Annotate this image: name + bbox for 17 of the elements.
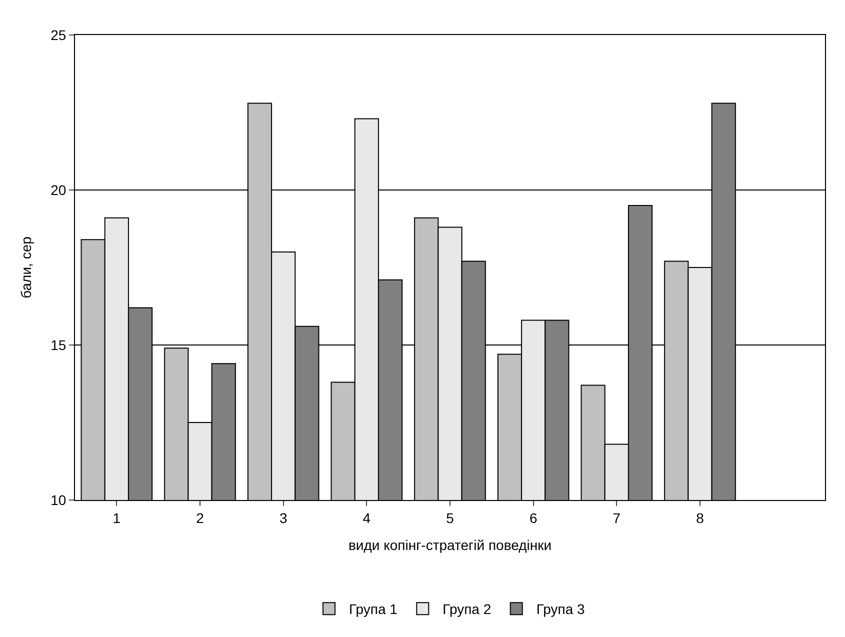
legend-label: Група 2 — [442, 601, 492, 618]
y-tick-label: 10 — [50, 492, 66, 508]
x-tick-label: 8 — [696, 510, 704, 526]
x-tick-label: 5 — [446, 510, 454, 526]
y-axis-title: бали, сер — [18, 236, 34, 298]
y-tick-label: 25 — [50, 26, 66, 43]
x-tick-label: 6 — [529, 510, 538, 526]
x-tick-label: 3 — [279, 510, 288, 526]
x-tick-label: 1 — [112, 510, 121, 526]
x-tick-label: 4 — [362, 510, 371, 526]
y-tick-label: 15 — [50, 336, 66, 353]
x-tick-label: 2 — [196, 510, 204, 526]
x-tick-label: 7 — [612, 510, 621, 526]
x-axis-title: види копінг-стратегій поведінки — [348, 537, 552, 554]
legend-label: Група 1 — [349, 601, 398, 618]
legend-label: Група 3 — [536, 601, 586, 618]
y-tick-label: 20 — [50, 182, 66, 198]
